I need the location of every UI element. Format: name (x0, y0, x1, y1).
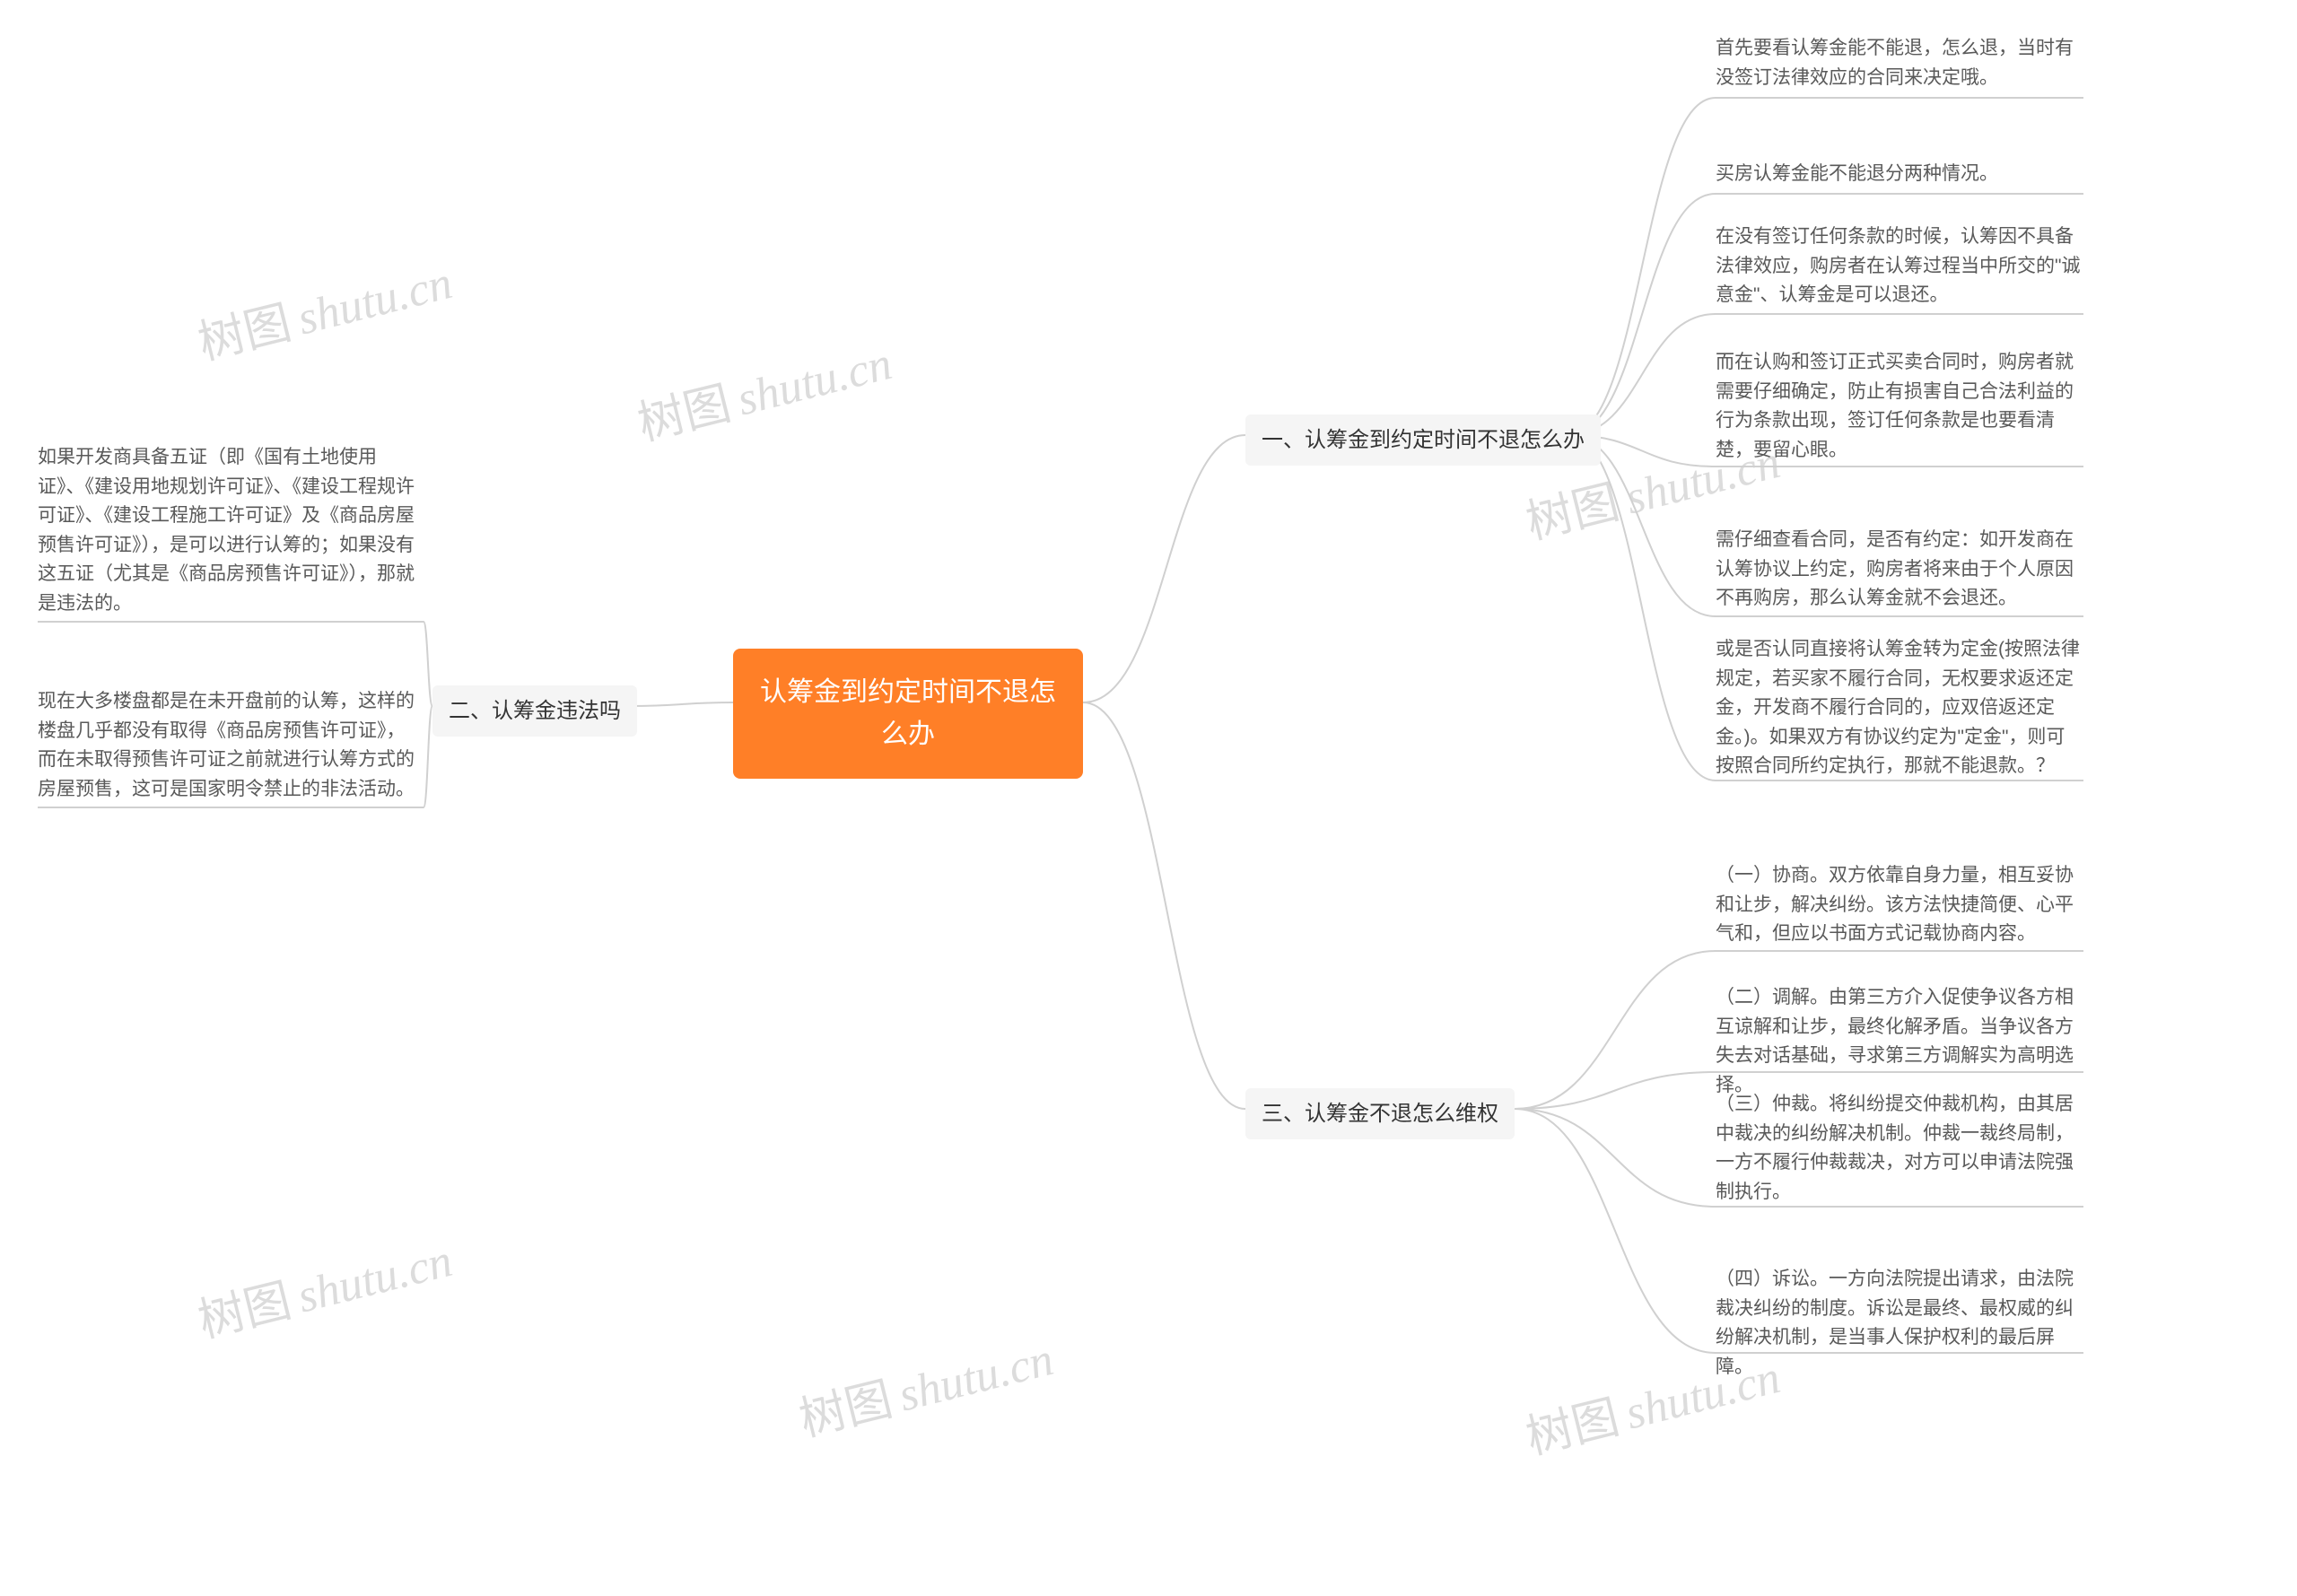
watermark: 树图shutu.cn (630, 325, 897, 453)
leaf-node[interactable]: 如果开发商具备五证（即《国有土地使用证》、《建设用地规划许可证》、《建设工程规许… (38, 443, 424, 624)
branch-label: 一、认筹金到约定时间不退怎么办 (1262, 428, 1585, 452)
branch-1[interactable]: 一、认筹金到约定时间不退怎么办 (1245, 414, 1601, 466)
leaf-node[interactable]: 而在认购和签订正式买卖合同时，购房者就需要仔细确定，防止有损害自己合法利益的行为… (1716, 348, 2083, 470)
watermark: 树图shutu.cn (791, 1321, 1059, 1449)
leaf-node[interactable]: 或是否认同直接将认筹金转为定金(按照法律规定，若买家不履行合同，无权要求返还定金… (1716, 635, 2083, 787)
root-node[interactable]: 认筹金到约定时间不退怎么办 (733, 649, 1083, 779)
leaf-node[interactable]: 首先要看认筹金能不能退，怎么退，当时有没签订法律效应的合同来决定哦。 (1716, 34, 2083, 98)
leaf-node[interactable]: 现在大多楼盘都是在未开盘前的认筹，这样的楼盘几乎都没有取得《商品房预售许可证》，… (38, 687, 424, 809)
branch-3[interactable]: 三、认筹金不退怎么维权 (1245, 1088, 1515, 1139)
mindmap-canvas: 树图shutu.cn 树图shutu.cn 树图shutu.cn 树图shutu… (0, 0, 2297, 1596)
watermark: 树图shutu.cn (190, 244, 458, 372)
branch-label: 三、认筹金不退怎么维权 (1262, 1102, 1498, 1126)
leaf-node[interactable]: 买房认筹金能不能退分两种情况。 (1716, 160, 2083, 195)
branch-2[interactable]: 二、认筹金违法吗 (432, 685, 637, 737)
leaf-node[interactable]: （四）诉讼。一方向法院提出请求，由法院裁决纠纷的制度。诉讼是最终、最权威的纠纷解… (1716, 1265, 2083, 1387)
leaf-node[interactable]: 需仔细查看合同，是否有约定：如开发商在认筹协议上约定，购房者将来由于个人原因不再… (1716, 526, 2083, 619)
leaf-node[interactable]: （三）仲裁。将纠纷提交仲裁机构，由其居中裁决的纠纷解决机制。仲裁一裁终局制，一方… (1716, 1090, 2083, 1212)
branch-label: 二、认筹金违法吗 (449, 699, 621, 723)
leaf-node[interactable]: （一）协商。双方依靠自身力量，相互妥协和让步，解决纠纷。该方法快捷简便、心平气和… (1716, 861, 2083, 955)
leaf-node[interactable]: （二）调解。由第三方介入促使争议各方相互谅解和让步，最终化解矛盾。当争议各方失去… (1716, 983, 2083, 1105)
watermark: 树图shutu.cn (190, 1222, 458, 1350)
leaf-node[interactable]: 在没有签订任何条款的时候，认筹因不具备法律效应，购房者在认筹过程当中所交的"诚意… (1716, 222, 2083, 316)
root-label: 认筹金到约定时间不退怎么办 (760, 677, 1056, 749)
